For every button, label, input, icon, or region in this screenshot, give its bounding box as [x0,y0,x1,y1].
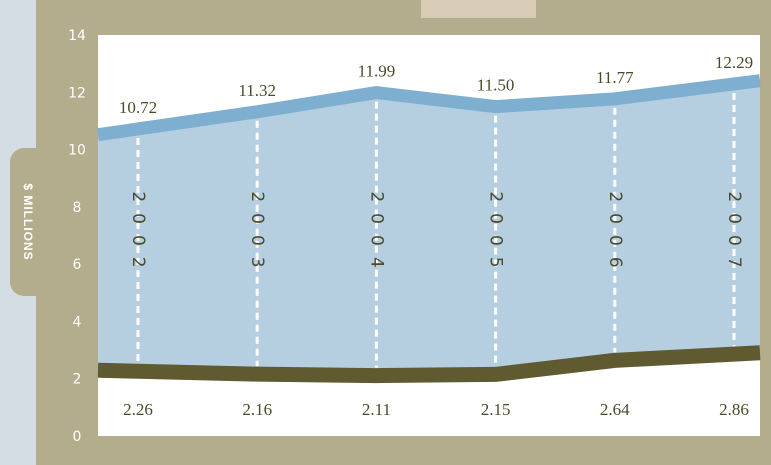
data-label-lower-2002: 2.26 [123,400,153,419]
data-label-lower-2003: 2.16 [242,400,272,419]
data-label-upper-2005: 11.50 [477,76,515,95]
y-tick-labels: 0 2 4 6 8 10 12 14 [68,28,86,445]
y-tick-label: 10 [68,143,86,159]
year-label-2006: 2006 [605,191,625,278]
data-label-upper-2004: 11.99 [358,62,396,81]
y-tick-label: 0 [73,429,82,445]
y-tick-label: 4 [73,314,82,330]
y-axis-label-tab [10,148,70,296]
year-label-2005: 2005 [486,191,506,278]
data-label-lower-2007: 2.86 [719,400,749,419]
year-drop-lines [136,92,736,368]
area-layer [98,80,760,376]
frame-notch [421,0,536,18]
series-line-lower [97,345,761,384]
year-label-2003: 2003 [247,191,267,278]
data-label-upper-2007: 12.29 [715,53,753,72]
area-fill [98,80,760,376]
y-tick-label: 12 [68,85,86,101]
data-label-lower-2005: 2.15 [481,400,511,419]
y-tick-label: 6 [73,257,82,273]
data-label-upper-2002: 10.72 [119,98,157,117]
data-label-lower-2006: 2.64 [600,400,630,419]
series-line-upper [97,74,761,142]
year-label-2002: 2002 [128,191,148,278]
year-label-2007: 2007 [724,191,744,278]
y-tick-label: 8 [73,200,82,216]
year-label-2004: 2004 [366,191,386,278]
y-tick-label: 14 [68,28,86,44]
y-tick-label: 2 [73,372,82,388]
data-label-lower-2004: 2.11 [362,400,391,419]
series-lines [97,74,761,384]
data-label-upper-2003: 11.32 [238,81,276,100]
year-labels: 2002 2003 2004 2005 2006 2007 [128,191,744,278]
data-labels: 10.72 2.26 11.32 2.16 11.99 2.11 11.50 2.15 11.7… [119,53,753,419]
data-label-upper-2006: 11.77 [596,68,634,87]
